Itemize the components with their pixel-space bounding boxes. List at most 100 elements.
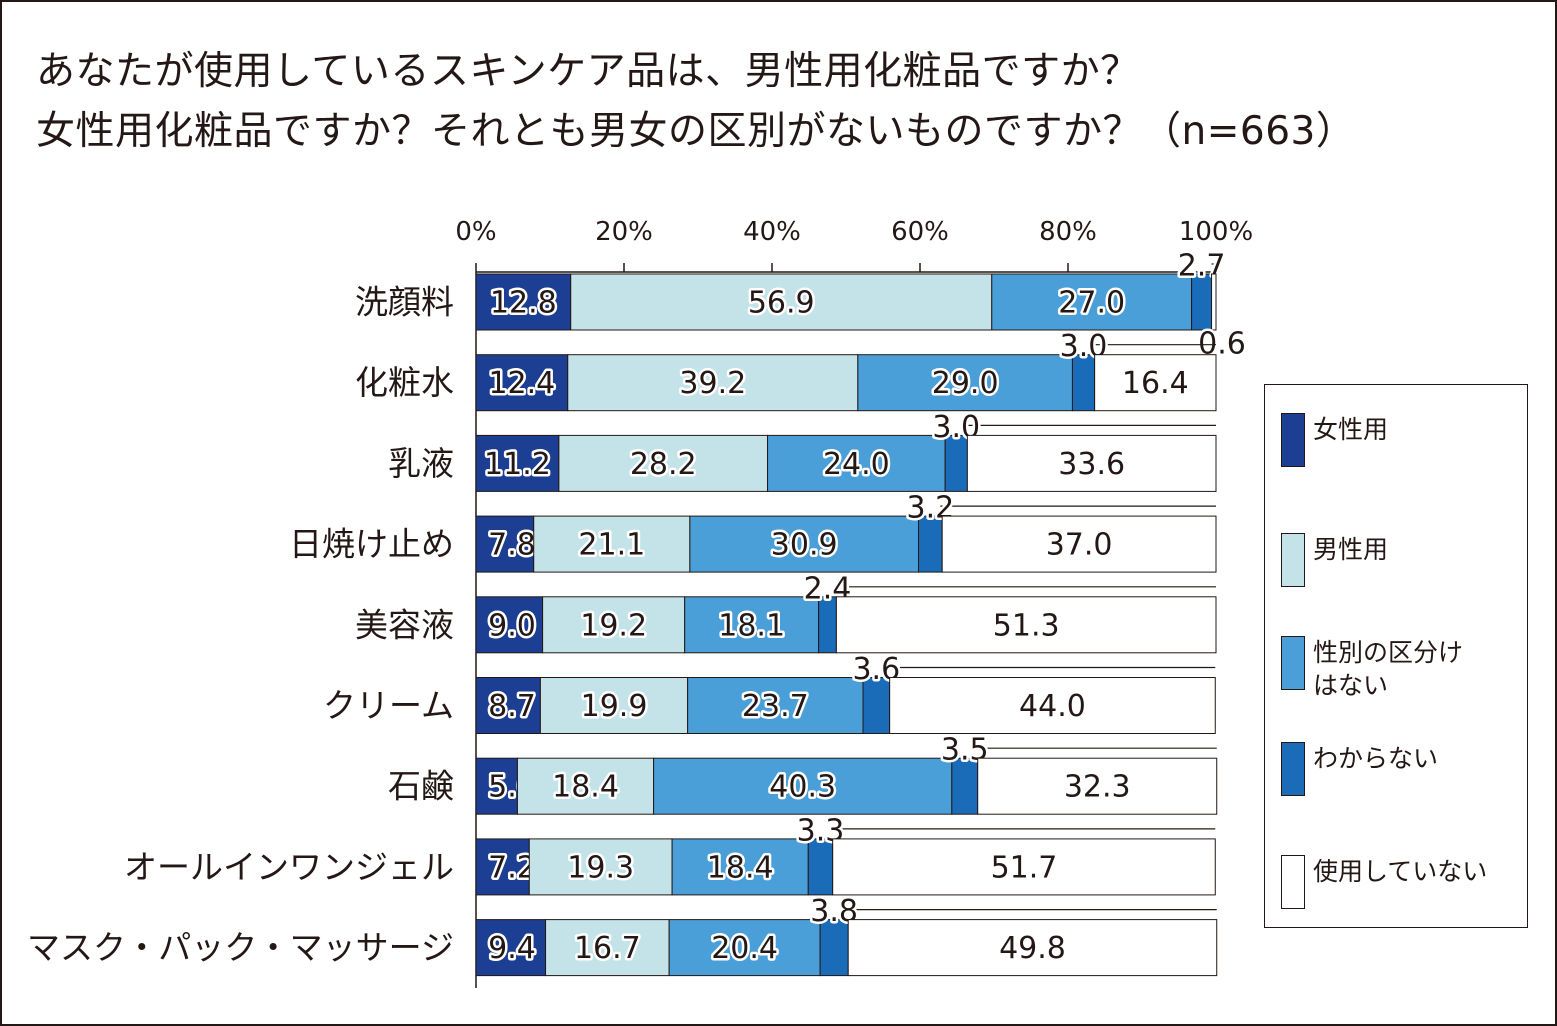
category-label: 石鹸 — [388, 767, 454, 806]
data-label: 18.1 — [718, 608, 785, 643]
legend-swatch — [1281, 636, 1305, 690]
bar-segment — [545, 919, 670, 977]
bar-segment — [991, 273, 1193, 331]
bar-segment — [671, 838, 809, 896]
x-tick-label: 80% — [1039, 217, 1097, 247]
legend-item: 女性用 — [1281, 413, 1493, 467]
bar-segment — [807, 838, 834, 896]
data-label: 11.2 — [484, 447, 551, 482]
bar-segment — [558, 434, 769, 492]
bar-segment — [832, 838, 1216, 896]
x-tick-label: 0% — [455, 217, 496, 247]
category-label: 化粧水 — [355, 363, 454, 402]
category-label: 美容液 — [355, 605, 454, 644]
legend-swatch — [1281, 533, 1305, 587]
bar-segment — [1211, 273, 1217, 331]
bar-segment — [966, 434, 1217, 492]
legend-label: 性別の区分けはない — [1313, 638, 1464, 700]
category-label: 乳液 — [388, 444, 454, 483]
bar-segment — [475, 838, 530, 896]
bar-segment — [475, 515, 535, 573]
data-label: 19.3 — [567, 850, 634, 885]
bar-segment — [475, 757, 518, 815]
bar-segment — [889, 677, 1216, 734]
data-label: 12.8 — [490, 286, 557, 321]
bar-segment — [941, 515, 1217, 573]
data-label: 32.3 — [1064, 770, 1131, 805]
bar-segment — [475, 434, 560, 492]
bar-segment — [668, 919, 821, 977]
x-tick-label: 40% — [743, 217, 801, 247]
data-label: 24.0 — [823, 447, 890, 482]
category-label: オールインワンジェル — [124, 847, 454, 886]
legend-label: わからない — [1313, 744, 1439, 773]
bar-segment — [687, 677, 864, 734]
data-label: 19.9 — [581, 689, 648, 724]
data-label: 9.0 — [488, 608, 536, 643]
bar-segment — [767, 434, 946, 492]
legend: 女性用男性用性別の区分けはないわからない使用していない — [1264, 384, 1528, 928]
data-label: 29.0 — [932, 366, 999, 401]
data-label: 56.9 — [748, 286, 815, 321]
data-label: 39.2 — [679, 366, 746, 401]
data-label: 28.2 — [630, 447, 697, 482]
bar-segment — [533, 515, 691, 573]
data-label: 21.1 — [578, 528, 645, 563]
data-label: 51.3 — [993, 608, 1060, 643]
category-label: 洗顔料 — [355, 283, 454, 322]
bar-segment — [684, 596, 820, 654]
category-label: クリーム — [323, 686, 454, 725]
data-label: 8.7 — [488, 689, 536, 724]
data-label: 23.7 — [742, 689, 809, 724]
legend-swatch — [1281, 413, 1305, 467]
bar-segment — [528, 838, 673, 896]
data-label: 20.4 — [711, 931, 778, 966]
data-label: 44.0 — [1019, 689, 1086, 724]
data-label: 18.4 — [707, 850, 774, 885]
legend-label: 女性用 — [1313, 415, 1389, 444]
legend-item: わからない — [1281, 742, 1493, 796]
bar-segment — [951, 757, 979, 815]
bar-segment — [539, 677, 689, 734]
data-label: 49.8 — [999, 931, 1066, 966]
bar-segment — [857, 354, 1073, 412]
legend-item: 性別の区分けはない — [1281, 636, 1463, 702]
data-label: 18.4 — [552, 770, 619, 805]
chart-title-line-2: 女性用化粧品ですか？それとも男女の区別がないものですか？（n=663） — [36, 109, 1356, 154]
bar-segment — [862, 677, 891, 734]
legend-label: 男性用 — [1313, 535, 1389, 564]
bar-segment — [475, 354, 569, 412]
legend-item: 男性用 — [1281, 533, 1493, 587]
bar-segment — [653, 757, 953, 815]
data-label: 33.6 — [1058, 447, 1125, 482]
x-tick-label: 20% — [595, 217, 653, 247]
x-tick-label: 60% — [891, 217, 949, 247]
bar-segment — [570, 273, 993, 331]
data-label: 9.4 — [488, 931, 536, 966]
bar-segment — [847, 919, 1218, 977]
category-label: 日焼け止め — [289, 525, 454, 564]
bar-segment — [475, 273, 572, 331]
data-label: 19.2 — [580, 608, 647, 643]
bar-segment — [835, 596, 1217, 654]
data-label: 12.4 — [488, 366, 555, 401]
data-label: 51.7 — [991, 850, 1058, 885]
x-tick-label: 100% — [1179, 217, 1253, 247]
bar-segment — [977, 757, 1218, 815]
data-label: 40.3 — [769, 770, 836, 805]
legend-label: 使用していない — [1313, 857, 1488, 886]
legend-item: 使用していない — [1281, 855, 1493, 909]
bar-segment — [475, 919, 547, 977]
data-label: 16.7 — [574, 931, 641, 966]
bar-segment — [689, 515, 920, 573]
data-label: 30.9 — [771, 528, 838, 563]
legend-swatch — [1281, 855, 1305, 909]
legend-swatch — [1281, 742, 1305, 796]
data-label: 2.7 — [1178, 249, 1226, 284]
data-label: 0.6 — [1198, 327, 1246, 362]
data-label: 3.3 — [797, 813, 845, 848]
data-label: 7.8 — [488, 528, 536, 563]
data-label: 16.4 — [1122, 366, 1189, 401]
